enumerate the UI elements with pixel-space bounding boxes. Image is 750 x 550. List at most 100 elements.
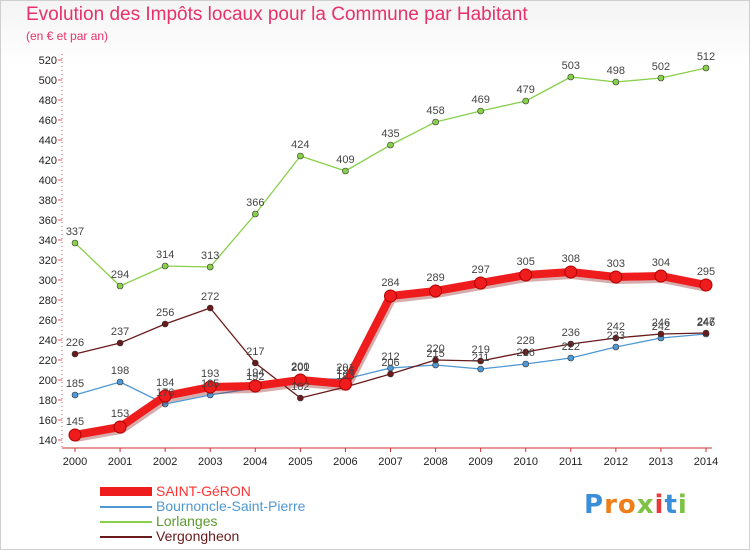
- y-tick-label: 420: [39, 155, 57, 167]
- data-point: [474, 276, 488, 290]
- data-label: 200: [291, 361, 309, 373]
- data-point: [654, 269, 668, 283]
- y-tick-label: 340: [39, 235, 57, 247]
- x-tick-label: 2012: [604, 456, 628, 468]
- legend-item: Vergongheon: [100, 528, 400, 544]
- x-tick-label: 2008: [423, 456, 447, 468]
- data-label: 219: [471, 344, 489, 356]
- data-point: [702, 64, 710, 72]
- data-label: 284: [381, 277, 399, 289]
- data-point: [116, 339, 124, 347]
- data-label: 220: [426, 343, 444, 355]
- data-label: 184: [156, 377, 174, 389]
- data-labels-layer: 337 294 314 313 366 424 409 435 458 469 479 503 498 5…: [66, 51, 715, 428]
- legend-swatch: [100, 536, 152, 538]
- y-tick-label: 440: [39, 135, 57, 147]
- data-label: 237: [111, 326, 129, 338]
- legend-label: Vergongheon: [156, 528, 240, 544]
- legend-item: SAINT-GéRON: [100, 483, 400, 499]
- data-label: 233: [607, 330, 625, 342]
- data-point: [432, 118, 439, 126]
- data-label: 182: [291, 381, 309, 393]
- data-point: [251, 359, 259, 367]
- legend-label: Bournoncle-Saint-Pierre: [156, 498, 306, 514]
- chart-legend: SAINT-GéRON Bournoncle-Saint-Pierre Lorlan…: [100, 483, 400, 544]
- x-tick-label: 2002: [153, 456, 177, 468]
- data-label: 503: [562, 60, 580, 72]
- data-label: 193: [201, 368, 219, 380]
- data-point: [384, 289, 397, 303]
- data-point: [206, 263, 214, 271]
- data-label: 215: [426, 348, 444, 360]
- data-point: [68, 428, 82, 442]
- data-label: 211: [472, 352, 490, 364]
- legend-item: Lorlanges: [100, 513, 400, 529]
- y-tick-label: 220: [39, 355, 57, 367]
- y-tick-label: 360: [39, 215, 57, 227]
- legend-swatch: [100, 487, 152, 496]
- x-tick-label: 2001: [108, 456, 132, 468]
- data-point: [387, 141, 394, 149]
- data-point: [567, 340, 575, 348]
- data-point: [161, 320, 169, 328]
- data-point: [297, 394, 304, 402]
- data-point: [612, 334, 620, 342]
- data-label: 313: [201, 250, 219, 262]
- logo-letter: P: [584, 490, 605, 520]
- legend-label: SAINT-GéRON: [156, 483, 251, 499]
- x-tick-label: 2003: [198, 456, 222, 468]
- data-point: [338, 377, 352, 391]
- data-label: 297: [471, 264, 489, 276]
- data-label: 314: [156, 249, 174, 261]
- data-label: 502: [652, 61, 670, 73]
- data-label: 303: [607, 258, 625, 270]
- data-label: 242: [652, 321, 670, 333]
- data-label: 409: [336, 154, 354, 166]
- data-label: 194: [246, 367, 264, 379]
- y-tick-label: 400: [39, 175, 57, 187]
- chart-axes: 140 160 180 200 220 240 260 280 300 320 340 360 380 4…: [39, 54, 718, 468]
- x-tick-label: 2009: [468, 456, 492, 468]
- data-label: 458: [426, 105, 444, 117]
- chart-subtitle: (en € et par an): [26, 29, 109, 43]
- x-tick-label: 2007: [378, 456, 402, 468]
- data-point: [387, 370, 394, 378]
- data-label: 246: [697, 317, 715, 329]
- data-label: 216: [517, 347, 535, 359]
- data-point: [477, 357, 484, 365]
- data-label: 294: [111, 269, 129, 281]
- legend-swatch: [100, 521, 152, 523]
- data-point: [612, 343, 620, 351]
- data-label: 222: [562, 341, 580, 353]
- data-label: 424: [291, 139, 309, 151]
- data-point: [113, 420, 127, 434]
- data-label: 242: [607, 321, 625, 333]
- x-tick-label: 2005: [288, 456, 312, 468]
- y-tick-label: 500: [39, 75, 57, 87]
- data-point: [522, 97, 530, 105]
- data-point: [161, 262, 169, 270]
- data-label: 308: [562, 253, 580, 265]
- data-point: [699, 278, 713, 292]
- data-point: [567, 354, 575, 362]
- data-label: 304: [652, 257, 670, 269]
- logo-letter: t: [664, 490, 678, 520]
- data-label: 256: [156, 307, 174, 319]
- proxiti-logo: Proxiti: [584, 490, 688, 520]
- data-label: 512: [697, 51, 715, 63]
- data-point: [158, 389, 172, 403]
- data-point: [522, 348, 530, 356]
- data-point: [116, 378, 124, 386]
- x-tick-label: 2004: [243, 456, 267, 468]
- data-label: 305: [517, 256, 535, 268]
- data-label: 185: [201, 378, 219, 390]
- x-tick-label: 2014: [694, 456, 718, 468]
- data-label: 196: [336, 365, 354, 377]
- chart-title: Evolution des Impôts locaux pour la Comm…: [26, 4, 528, 25]
- data-label: 498: [607, 65, 625, 77]
- data-point: [342, 167, 349, 175]
- data-label: 247: [697, 316, 715, 328]
- data-label: 212: [381, 351, 399, 363]
- data-point: [248, 379, 262, 393]
